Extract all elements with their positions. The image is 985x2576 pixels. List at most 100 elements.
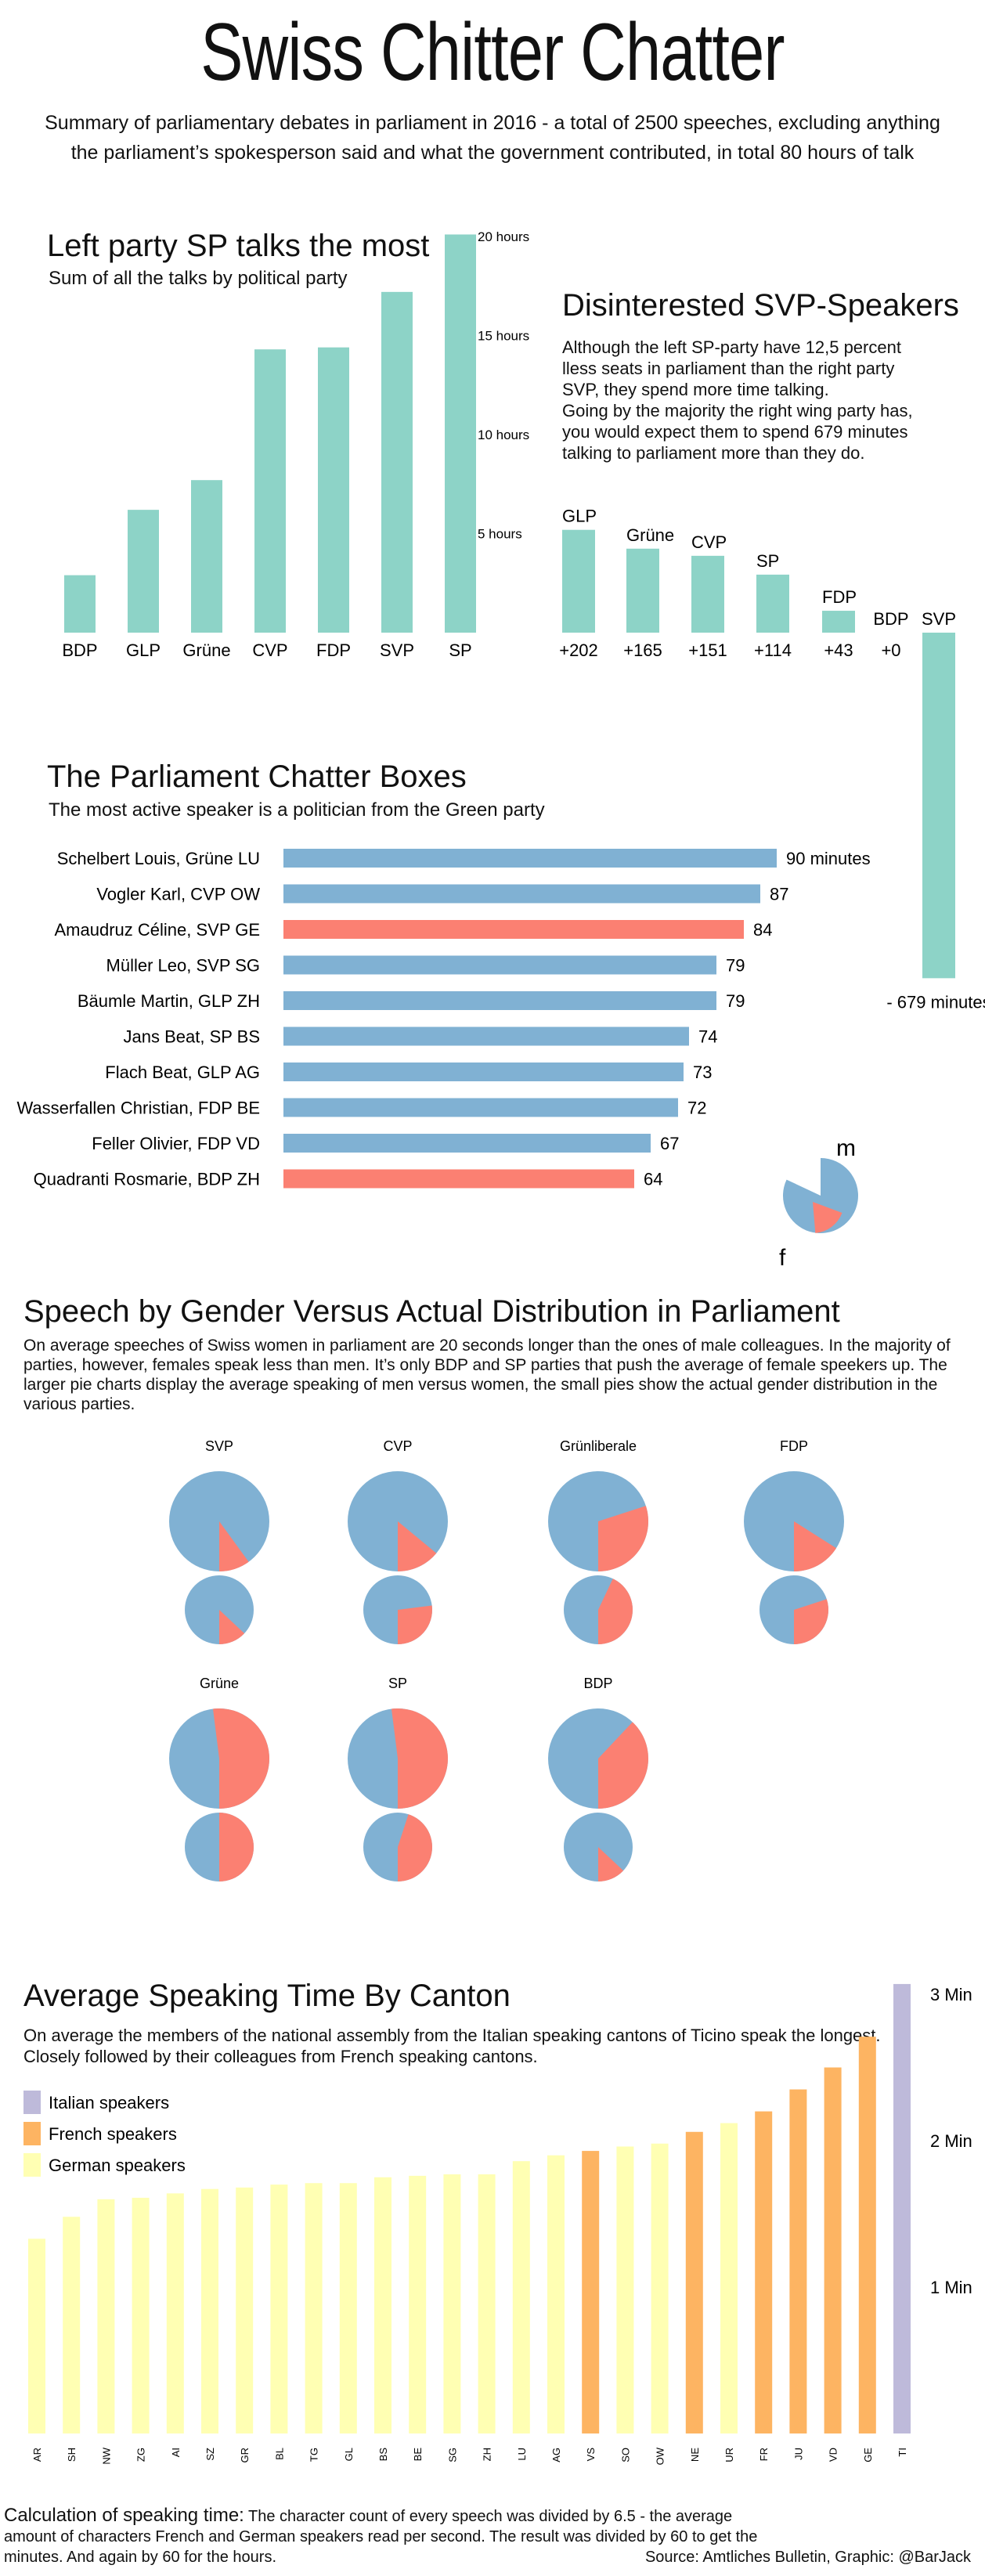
diff-value-label: +202 bbox=[559, 640, 598, 660]
speaker-bar bbox=[283, 991, 716, 1010]
calc-text: amount of characters French and German s… bbox=[4, 2528, 758, 2545]
speaker-bar bbox=[283, 920, 744, 939]
diff-bar bbox=[822, 611, 855, 633]
speaker-name: Quadranti Rosmarie, BDP ZH bbox=[34, 1170, 260, 1189]
party-pie-label: CVP bbox=[383, 1438, 412, 1454]
seats-pie-female bbox=[598, 1578, 633, 1644]
diff-party-label: BDP bbox=[873, 609, 908, 629]
party-label: BDP bbox=[62, 640, 97, 660]
canton-bar bbox=[478, 2174, 496, 2433]
canton-bar bbox=[63, 2217, 81, 2433]
canton-bar bbox=[824, 2067, 842, 2433]
canton-bar bbox=[305, 2183, 323, 2433]
canton-bar bbox=[582, 2151, 600, 2433]
speaker-bar bbox=[283, 1026, 689, 1046]
canton-label: NE bbox=[689, 2448, 701, 2462]
diff-value-label: +43 bbox=[824, 640, 853, 660]
footer-calc: Calculation of speaking time: The charac… bbox=[4, 2506, 975, 2567]
speaker-name: Flach Beat, GLP AG bbox=[105, 1063, 260, 1082]
canton-label: AG bbox=[550, 2448, 562, 2462]
section4-text: On average speeches of Swiss women in pa… bbox=[23, 1336, 951, 1414]
legend-swatch bbox=[23, 2122, 41, 2145]
speaker-value: 90 minutes bbox=[786, 849, 871, 868]
legend-label: Italian speakers bbox=[49, 2093, 169, 2112]
speaker-bar bbox=[283, 1134, 651, 1153]
party-bar bbox=[318, 347, 349, 633]
svp-difference-chart: GLP +202 Grüne +165 CVP +151 SP +114 FDP +43 BDP +0… bbox=[559, 507, 985, 1012]
seats-pie-female bbox=[598, 1847, 624, 1881]
canton-label: AR bbox=[31, 2448, 43, 2462]
speaking-pie-female bbox=[794, 1521, 837, 1571]
party-pie-label: Grüne bbox=[200, 1676, 239, 1691]
speaking-pie-female bbox=[391, 1708, 448, 1809]
speaker-value: 64 bbox=[644, 1170, 662, 1189]
speaking-pie-female bbox=[598, 1506, 648, 1571]
party-bar bbox=[381, 291, 413, 633]
speaker-name: Amaudruz Céline, SVP GE bbox=[55, 920, 261, 940]
diff-bar bbox=[626, 548, 659, 633]
speaker-bar bbox=[283, 849, 777, 868]
canton-label: BS bbox=[377, 2448, 389, 2462]
canton-label: ZH bbox=[482, 2448, 493, 2461]
party-bar bbox=[64, 575, 96, 633]
party-bar bbox=[254, 349, 286, 633]
party-bar bbox=[128, 510, 159, 633]
canton-label: UR bbox=[723, 2448, 735, 2462]
party-label: FDP bbox=[316, 640, 351, 660]
canton-label: AI bbox=[170, 2448, 182, 2457]
y-tick-label: 3 Min bbox=[930, 1985, 972, 2004]
speaker-name: Wasserfallen Christian, FDP BE bbox=[16, 1099, 260, 1118]
diff-party-label: GLP bbox=[562, 507, 597, 526]
section2-line: SVP, they spend more time talking. bbox=[562, 380, 829, 399]
legend-swatch bbox=[23, 2091, 41, 2114]
speaker-value: 74 bbox=[698, 1027, 717, 1047]
canton-label: GL bbox=[343, 2448, 355, 2461]
speaker-bar bbox=[283, 1098, 678, 1117]
diff-bar bbox=[562, 529, 595, 633]
seats-pie-female bbox=[219, 1813, 254, 1881]
section5-line: On average the members of the national a… bbox=[23, 2026, 881, 2045]
canton-label: SO bbox=[619, 2448, 631, 2462]
canton-label: GE bbox=[862, 2448, 874, 2462]
seats-pie-female bbox=[219, 1610, 245, 1644]
section2-title: Disinterested SVP-Speakers bbox=[562, 288, 959, 323]
canton-bar bbox=[201, 2188, 218, 2433]
canton-bar bbox=[443, 2174, 461, 2433]
section2-line: Going by the majority the right wing par… bbox=[562, 401, 913, 420]
diff-party-label: SVP bbox=[922, 609, 956, 629]
speaker-name: Vogler Karl, CVP OW bbox=[96, 885, 260, 904]
canton-label: FR bbox=[758, 2448, 770, 2461]
speaker-value: 84 bbox=[753, 920, 772, 940]
canton-label: SG bbox=[446, 2448, 458, 2462]
diff-party-label: SP bbox=[756, 551, 779, 571]
party-bar bbox=[445, 234, 476, 633]
legend-swatch bbox=[23, 2153, 41, 2177]
party-talk-chart: BDP GLP Grüne CVP FDP SVP SP 5 hours 10 hours 15 … bbox=[62, 229, 529, 660]
speaker-chart: Schelbert Louis, Grüne LU 90 minutes Vogle… bbox=[16, 849, 871, 1271]
section4-line: On average speeches of Swiss women in pa… bbox=[23, 1337, 951, 1355]
section5-text: On average the members of the national a… bbox=[23, 2025, 881, 2067]
speaker-name: Bäumle Martin, GLP ZH bbox=[78, 991, 260, 1011]
canton-label: TG bbox=[308, 2448, 320, 2462]
canton-label: SH bbox=[66, 2448, 78, 2462]
section2-line: talking to parliament more than they do. bbox=[562, 443, 865, 463]
legend-pie-female bbox=[813, 1202, 842, 1233]
speaking-pie-female bbox=[212, 1708, 269, 1809]
canton-chart: AR SH NW ZG AI SZ GR BL TG GL BS BE SG ZH LU AG VS SO OW NE… bbox=[23, 1983, 972, 2465]
party-label: Grüne bbox=[182, 640, 230, 660]
canton-label: TI bbox=[897, 2448, 908, 2457]
canton-bar bbox=[651, 2143, 669, 2433]
canton-label: VD bbox=[828, 2448, 839, 2462]
legend-pie-f-label: f bbox=[779, 1245, 786, 1271]
canton-bar bbox=[409, 2175, 427, 2433]
calc-text: minutes. And again by 60 for the hours. bbox=[4, 2549, 276, 2566]
seats-pie-female bbox=[794, 1599, 828, 1644]
section3-subtitle: The most active speaker is a politician … bbox=[49, 799, 545, 821]
canton-bar bbox=[720, 2123, 738, 2433]
section4-line: parties, however, females speak less tha… bbox=[23, 1356, 947, 1374]
speaking-pie-female bbox=[598, 1722, 649, 1809]
y-tick-label: 5 hours bbox=[478, 527, 522, 542]
party-pie-label: FDP bbox=[780, 1438, 808, 1454]
legend-label: French speakers bbox=[49, 2124, 177, 2144]
section1-title: Left party SP talks the most bbox=[47, 229, 430, 263]
